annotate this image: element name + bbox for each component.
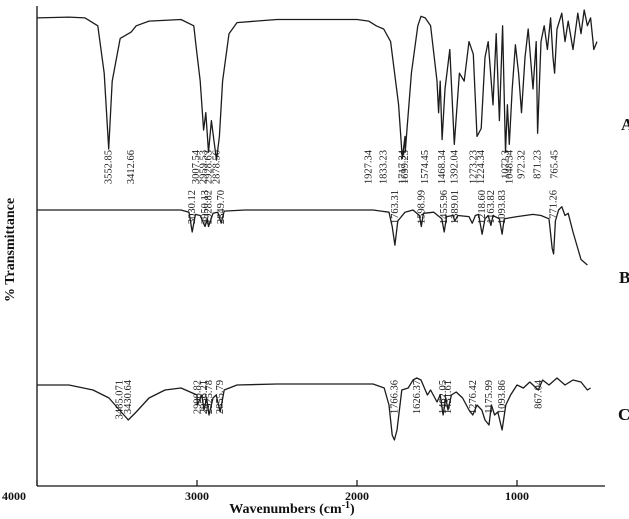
peak-label: 871.23 <box>533 150 544 179</box>
peak-label: 1072.3 <box>501 150 512 179</box>
peak-label: 1766.36 <box>389 380 400 414</box>
peak-label: 1763.31 <box>390 190 401 224</box>
peak-label: 1273.23 <box>468 150 479 184</box>
peak-label: 1048.34 <box>504 149 515 184</box>
x-tick-label: 2000 <box>345 489 369 503</box>
peak-label: 1093.86 <box>497 380 508 414</box>
peak-label: 2950.13 <box>200 190 211 224</box>
peak-label: 2928.63 <box>204 150 215 184</box>
peak-label: 2849.70 <box>216 190 227 224</box>
peak-label: 1224.34 <box>476 149 487 184</box>
spectrum-line-a <box>36 9 598 161</box>
peak-label: 1699.23 <box>400 150 411 184</box>
x-axis-label-suffix: ) <box>350 502 355 517</box>
peak-label: 1431.61 <box>443 380 454 414</box>
peak-label: 3007.54 <box>191 149 202 184</box>
peak-label: 1455.96 <box>439 190 450 224</box>
peak-label: 765.45 <box>550 150 561 179</box>
peak-label: 1833.23 <box>379 150 390 184</box>
x-tick-label: 1000 <box>505 489 529 503</box>
peak-label: 2878.56 <box>212 150 223 184</box>
peak-label: 1389.01 <box>450 190 461 224</box>
peak-label: 1093.83 <box>497 190 508 224</box>
peak-label: 2956.21 <box>199 380 210 414</box>
y-axis-label: % Transmittance <box>3 198 18 302</box>
peak-label: 1468.34 <box>437 149 448 184</box>
peak-label: 1218.60 <box>477 190 488 224</box>
peak-label: 1163.82 <box>486 190 497 224</box>
chart-axes <box>36 6 605 487</box>
peak-label: 867.04 <box>533 379 544 409</box>
peak-label: 3030.12 <box>187 190 198 224</box>
peak-label: 1717.34 <box>397 149 408 184</box>
peak-label: 972.32 <box>517 150 528 179</box>
x-tick-label: 4000 <box>2 489 26 503</box>
peak-label: 1175.99 <box>484 380 495 414</box>
peak-label: 3552.85 <box>104 150 115 184</box>
peak-label: 2998.82 <box>192 380 203 414</box>
x-axis-label: Wavenumbers (cm-1) <box>229 500 355 517</box>
peak-label: 1462.05 <box>438 380 449 414</box>
peak-label: 2925.78 <box>204 380 215 414</box>
peak-label: 1626.37 <box>412 380 423 414</box>
x-tick-label: 3000 <box>185 489 209 503</box>
x-tick-group: 4000 3000 2000 1000 <box>2 480 529 503</box>
series-layer: 3552.85 3412.66 3007.542959.532928.632878.… <box>36 9 629 441</box>
peak-label: 1927.34 <box>364 149 375 184</box>
series-label-a: A <box>621 115 629 134</box>
peak-label: 2928.82 <box>204 190 215 224</box>
series-label-c: C <box>618 405 629 424</box>
peak-label: 3412.66 <box>126 150 137 184</box>
peak-label: 771.26 <box>549 190 560 219</box>
peak-label: 2959.53 <box>199 150 210 184</box>
peak-label: 1276.42 <box>468 380 479 414</box>
series-label-b: B <box>619 268 629 287</box>
spectrum-line-b <box>37 206 588 266</box>
series-a: 3552.85 3412.66 3007.542959.532928.632878.… <box>36 9 629 184</box>
peak-label: 1392.04 <box>449 149 460 184</box>
x-axis-label-main: Wavenumbers (cm <box>229 502 342 517</box>
peak-label: 1574.45 <box>420 150 431 184</box>
peak-label: 2855.79 <box>215 380 226 414</box>
peak-label: 3430.64 <box>123 379 134 414</box>
peak-label: 3485.071 <box>114 380 125 419</box>
x-axis-label-superscript: -1 <box>342 500 350 511</box>
spectrum-line-c <box>37 377 591 441</box>
peak-label: 1598.99 <box>416 190 427 224</box>
